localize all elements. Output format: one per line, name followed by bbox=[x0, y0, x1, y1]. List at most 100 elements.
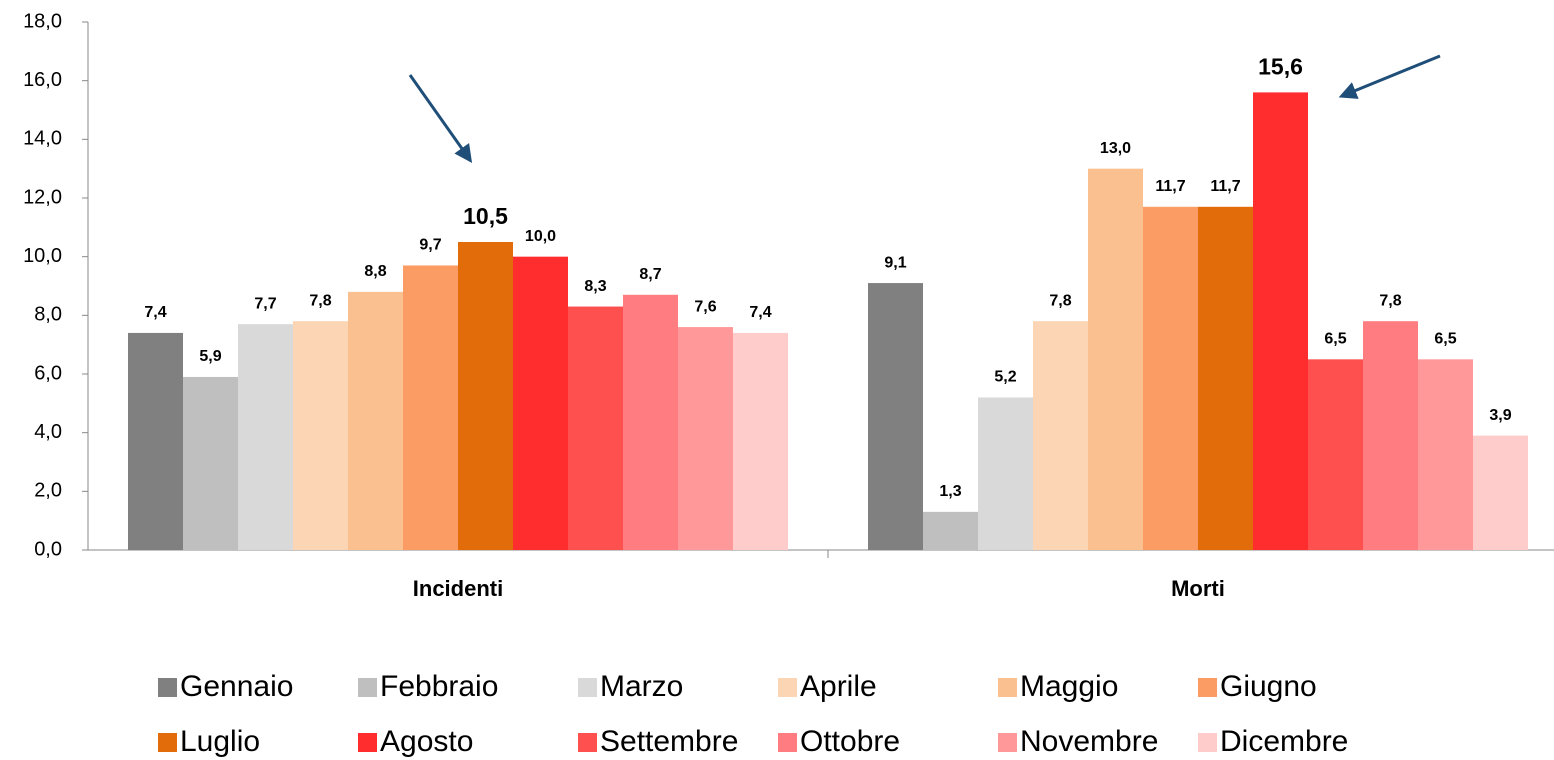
y-tick-label: 0,0 bbox=[34, 538, 62, 560]
value-label: 5,9 bbox=[199, 348, 221, 365]
value-label-bg bbox=[519, 225, 562, 248]
value-label-bg bbox=[1424, 328, 1467, 351]
bar bbox=[128, 332, 183, 550]
value-label: 7,8 bbox=[1049, 292, 1071, 309]
legend-label: Aprile bbox=[800, 670, 877, 703]
bar bbox=[1253, 92, 1308, 551]
bar bbox=[1418, 359, 1473, 550]
bar bbox=[513, 256, 568, 550]
y-tick-label: 18,0 bbox=[23, 10, 62, 32]
legend-label: Febbraio bbox=[380, 670, 498, 703]
bar bbox=[1473, 435, 1528, 550]
bar bbox=[1308, 359, 1363, 550]
value-label-bg bbox=[354, 260, 397, 283]
legend-label: Settembre bbox=[600, 725, 738, 758]
value-label-bg bbox=[189, 345, 232, 368]
legend-swatch bbox=[358, 733, 377, 752]
value-label: 8,3 bbox=[584, 278, 606, 295]
legend-label: Luglio bbox=[180, 725, 260, 758]
bar bbox=[1198, 206, 1253, 551]
legend-swatch bbox=[998, 678, 1017, 697]
value-label-bg bbox=[629, 263, 672, 286]
value-label: 8,7 bbox=[639, 266, 661, 283]
value-label-bg bbox=[684, 296, 727, 319]
value-label: 7,8 bbox=[309, 292, 331, 309]
bar bbox=[1143, 206, 1198, 551]
value-label-bg bbox=[1314, 328, 1357, 351]
y-tick-label: 16,0 bbox=[23, 69, 62, 91]
legend-swatch bbox=[158, 678, 177, 697]
bar bbox=[923, 511, 978, 550]
legend-swatch bbox=[358, 678, 377, 697]
x-tick-label: Morti bbox=[1171, 576, 1225, 601]
y-tick-label: 6,0 bbox=[34, 362, 62, 384]
value-label-bg bbox=[1149, 175, 1192, 198]
value-label: 1,3 bbox=[939, 483, 961, 500]
value-label: 11,7 bbox=[1210, 178, 1240, 195]
value-label: 7,4 bbox=[144, 304, 166, 321]
legend-swatch bbox=[578, 733, 597, 752]
legend-label: Dicembre bbox=[1220, 725, 1348, 758]
value-label: 15,6 bbox=[1258, 53, 1303, 79]
value-label: 9,7 bbox=[419, 237, 441, 254]
legend-label: Novembre bbox=[1020, 725, 1158, 758]
value-label-bg bbox=[929, 480, 972, 503]
bar bbox=[623, 294, 678, 550]
value-label-bg bbox=[874, 252, 917, 275]
value-label-bg bbox=[299, 290, 342, 313]
value-label-bg bbox=[134, 301, 177, 324]
bar bbox=[238, 324, 293, 550]
legend-label: Ottobre bbox=[800, 725, 900, 758]
legend-swatch bbox=[578, 678, 597, 697]
legend-swatch bbox=[778, 678, 797, 697]
bar bbox=[458, 242, 513, 550]
legend-swatch bbox=[1198, 678, 1217, 697]
bar bbox=[568, 306, 623, 550]
y-tick-label: 4,0 bbox=[34, 421, 62, 443]
value-label: 7,6 bbox=[694, 298, 716, 315]
value-label-bg bbox=[1039, 290, 1082, 313]
value-label-bg bbox=[1479, 404, 1522, 427]
legend-label: Agosto bbox=[380, 725, 473, 758]
value-label-bg bbox=[409, 234, 452, 257]
value-label-bg bbox=[739, 301, 782, 324]
value-label: 6,5 bbox=[1324, 331, 1346, 348]
legend-swatch bbox=[998, 733, 1017, 752]
annotation-arrow bbox=[1338, 54, 1441, 99]
value-label: 5,2 bbox=[994, 369, 1016, 386]
y-tick-label: 12,0 bbox=[23, 186, 62, 208]
value-label: 11,7 bbox=[1155, 178, 1185, 195]
value-label: 7,7 bbox=[254, 295, 276, 312]
value-label: 6,5 bbox=[1434, 331, 1456, 348]
value-label: 7,8 bbox=[1379, 292, 1401, 309]
value-label: 13,0 bbox=[1100, 140, 1131, 157]
y-tick-label: 8,0 bbox=[34, 304, 62, 326]
legend-swatch bbox=[778, 733, 797, 752]
value-label: 7,4 bbox=[749, 304, 771, 321]
bar bbox=[1088, 168, 1143, 550]
value-label-bg bbox=[984, 366, 1027, 389]
value-label-bg bbox=[1204, 175, 1247, 198]
legend-swatch bbox=[1198, 733, 1217, 752]
legend-label: Marzo bbox=[600, 670, 683, 703]
x-tick-label: Incidenti bbox=[413, 576, 503, 601]
bar bbox=[348, 291, 403, 550]
legend-label: Maggio bbox=[1020, 670, 1118, 703]
value-label-bg bbox=[464, 207, 507, 229]
legend-label: Gennaio bbox=[180, 670, 293, 703]
value-label: 10,5 bbox=[463, 203, 508, 229]
annotation-arrow bbox=[408, 74, 473, 163]
bar bbox=[403, 265, 458, 550]
y-tick-label: 2,0 bbox=[34, 480, 62, 502]
bar bbox=[1033, 321, 1088, 550]
legend-swatch bbox=[158, 733, 177, 752]
bar bbox=[978, 397, 1033, 550]
bar bbox=[678, 327, 733, 550]
value-label-bg bbox=[1094, 137, 1137, 160]
bar bbox=[1363, 321, 1418, 550]
value-label: 8,8 bbox=[364, 263, 386, 280]
value-label-bg bbox=[574, 275, 617, 298]
value-label-bg bbox=[244, 293, 287, 316]
value-label-bg bbox=[1369, 290, 1412, 313]
